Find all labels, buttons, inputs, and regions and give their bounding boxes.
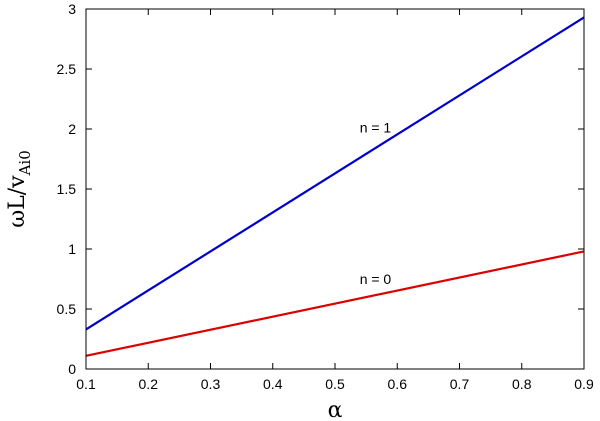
series-labels: n = 1 n = 0 bbox=[360, 120, 392, 287]
y-tick-label: 3 bbox=[68, 1, 76, 17]
y-tick-label: 1 bbox=[68, 241, 76, 257]
x-tick-label: 0.6 bbox=[388, 376, 408, 392]
x-tick-label: 0.9 bbox=[574, 376, 594, 392]
y-axis-label-main: ωL/v bbox=[5, 175, 30, 228]
ticks-layer: 0.1 0.2 0.3 0.4 0.5 0.6 0.7 0.8 0.9 0 0.5 1 1.5 2 2.5 3 bbox=[57, 1, 594, 392]
y-tick-label: 2 bbox=[68, 121, 76, 137]
x-tick-label: 0.3 bbox=[201, 376, 221, 392]
y-axis-label-subscript: Ai0 bbox=[16, 150, 34, 176]
series-line-1 bbox=[85, 250, 585, 357]
series-label-1: n = 0 bbox=[360, 271, 392, 287]
x-tick-label: 0.8 bbox=[512, 376, 532, 392]
plot-frame bbox=[85, 8, 585, 370]
series-line-0 bbox=[85, 16, 585, 331]
y-axis-label: ωL/vAi0 bbox=[5, 150, 34, 228]
x-tick-label: 0.2 bbox=[139, 376, 159, 392]
x-axis-label: α bbox=[328, 398, 343, 421]
series-layer bbox=[85, 16, 585, 357]
x-tick-label: 0.7 bbox=[450, 376, 470, 392]
y-tick-label: 2.5 bbox=[57, 61, 77, 77]
y-tick-label: 1.5 bbox=[57, 181, 77, 197]
y-tick-label: 0.5 bbox=[57, 301, 77, 317]
x-tick-label: 0.5 bbox=[325, 376, 345, 392]
x-tick-label: 0.1 bbox=[76, 376, 96, 392]
series-label-0: n = 1 bbox=[360, 120, 392, 136]
y-tick-label: 0 bbox=[68, 361, 76, 377]
x-tick-label: 0.4 bbox=[263, 376, 283, 392]
